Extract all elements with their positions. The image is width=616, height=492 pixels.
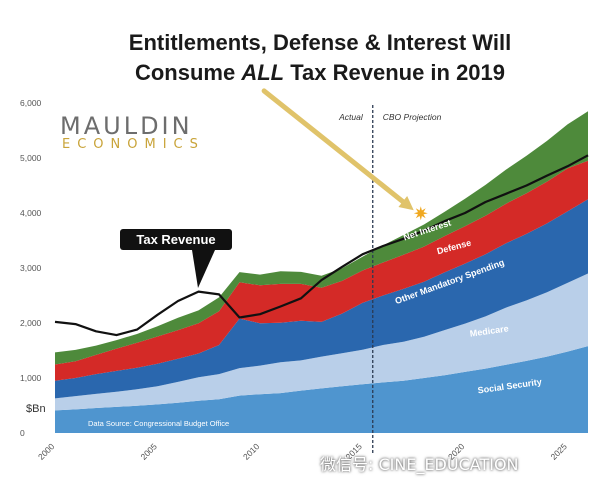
logo-line-2: ECONOMICS (62, 137, 205, 152)
area-other-mandatory (55, 199, 588, 399)
arrow-shaft (261, 88, 406, 205)
source-note: Data Source: Congressional Budget Office (88, 419, 229, 428)
tax-revenue-line (54, 154, 589, 337)
y-tick-label: 6,000 (20, 98, 42, 108)
title-line-2-emphasis: ALL (241, 60, 285, 85)
arrow-head (398, 196, 414, 211)
y-tick-label: 2,000 (20, 318, 42, 328)
callout-box (120, 229, 232, 250)
x-tick-label: 2005 (138, 441, 159, 462)
area-medicare (55, 273, 588, 411)
area-defense (55, 160, 588, 381)
stacked-areas (55, 111, 588, 433)
x-tick-label: 2010 (241, 441, 262, 462)
intersection-burst (413, 206, 428, 221)
y-tick-label: 0 (20, 428, 25, 438)
logo-line-1: MAULDIN (60, 112, 193, 140)
projection-label: CBO Projection (383, 112, 442, 122)
y-tick-label: 5,000 (20, 153, 42, 163)
watermark-text: 微信号: CINE_EDUCATION (320, 455, 519, 474)
chart-title: Entitlements, Defense & Interest Will Co… (40, 28, 600, 88)
title-line-1: Entitlements, Defense & Interest Will (128, 30, 512, 55)
x-tick-label: 2000 (36, 441, 57, 462)
area-social-security (55, 346, 588, 433)
tax-revenue-callout: Tax Revenue (136, 232, 215, 247)
y-tick-label: 4,000 (20, 208, 42, 218)
actual-label: Actual (338, 112, 364, 122)
callout-pointer (192, 250, 215, 288)
title-line-2-start: Consume (134, 60, 242, 85)
title-line-2: Consume ALL Tax Revenue in 2019 (40, 58, 600, 88)
title-line-2-end: Tax Revenue in 2019 (284, 60, 506, 85)
y-axis-label: $Bn (26, 403, 46, 415)
x-tick-label: 2025 (548, 441, 569, 462)
y-tick-label: 1,000 (20, 373, 42, 383)
mauldin-logo: MAULDIN ECONOMICS (60, 114, 205, 152)
y-tick-label: 3,000 (20, 263, 42, 273)
